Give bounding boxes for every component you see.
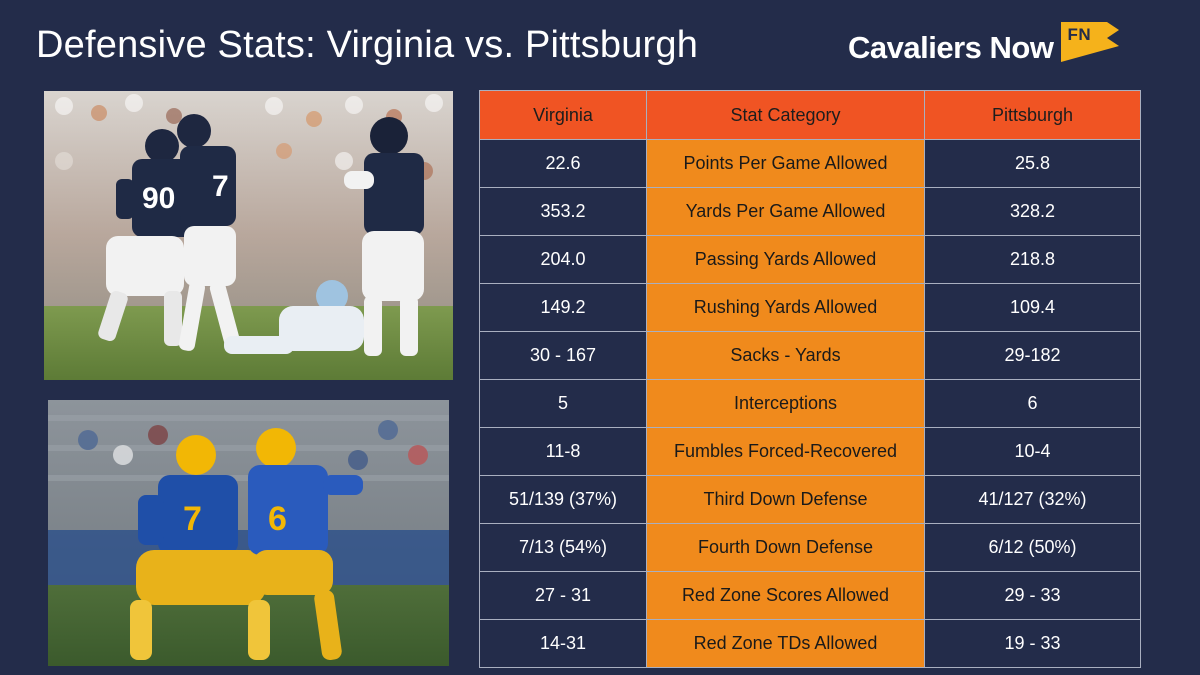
table-row: 353.2 Yards Per Game Allowed 328.2 [479,187,1141,236]
pittsburgh-value: 10-4 [924,427,1141,476]
pittsburgh-value: 29-182 [924,331,1141,380]
header-stat-category: Stat Category [646,90,925,140]
brand-name: Cavaliers Now [848,30,1054,65]
virginia-value: 353.2 [479,187,647,236]
virginia-value: 7/13 (54%) [479,523,647,572]
table-row: 149.2 Rushing Yards Allowed 109.4 [479,283,1141,332]
pittsburgh-value: 6 [924,379,1141,428]
pittsburgh-value: 19 - 33 [924,619,1141,668]
table-row: 22.6 Points Per Game Allowed 25.8 [479,139,1141,188]
virginia-value: 5 [479,379,647,428]
svg-text:7: 7 [212,170,229,203]
stat-category: Fourth Down Defense [646,523,925,572]
table-row: 11-8 Fumbles Forced-Recovered 10-4 [479,427,1141,476]
pittsburgh-value: 218.8 [924,235,1141,284]
pittsburgh-value: 109.4 [924,283,1141,332]
virginia-value: 11-8 [479,427,647,476]
virginia-value: 22.6 [479,139,647,188]
virginia-value: 27 - 31 [479,571,647,620]
table-row: 204.0 Passing Yards Allowed 218.8 [479,235,1141,284]
virginia-value: 14-31 [479,619,647,668]
page-title: Defensive Stats: Virginia vs. Pittsburgh [36,24,699,66]
virginia-value: 51/139 (37%) [479,475,647,524]
svg-text:6: 6 [268,500,287,538]
virginia-value: 30 - 167 [479,331,647,380]
stat-category: Yards Per Game Allowed [646,187,925,236]
stat-category: Third Down Defense [646,475,925,524]
pittsburgh-value: 6/12 (50%) [924,523,1141,572]
virginia-value: 149.2 [479,283,647,332]
table-row: 14-31 Red Zone TDs Allowed 19 - 33 [479,619,1141,668]
pittsburgh-value: 328.2 [924,187,1141,236]
svg-text:90: 90 [142,182,175,215]
stat-category: Fumbles Forced-Recovered [646,427,925,476]
brand-logo-icon: FN [1061,22,1121,62]
stat-category: Sacks - Yards [646,331,925,380]
table-row: 27 - 31 Red Zone Scores Allowed 29 - 33 [479,571,1141,620]
table-row: 7/13 (54%) Fourth Down Defense 6/12 (50%… [479,523,1141,572]
stat-category: Rushing Yards Allowed [646,283,925,332]
table-row: 30 - 167 Sacks - Yards 29-182 [479,331,1141,380]
pittsburgh-value: 41/127 (32%) [924,475,1141,524]
defensive-stats-table: Virginia Stat Category Pittsburgh 22.6 P… [479,90,1141,668]
stat-category: Interceptions [646,379,925,428]
pittsburgh-value: 29 - 33 [924,571,1141,620]
table-header-row: Virginia Stat Category Pittsburgh [479,90,1141,140]
brand: Cavaliers Now FN [848,22,1121,66]
stat-category: Passing Yards Allowed [646,235,925,284]
virginia-value: 204.0 [479,235,647,284]
table-row: 51/139 (37%) Third Down Defense 41/127 (… [479,475,1141,524]
stat-category: Red Zone TDs Allowed [646,619,925,668]
virginia-players-photo: 90 7 [44,91,453,380]
pittsburgh-value: 25.8 [924,139,1141,188]
header-virginia: Virginia [479,90,647,140]
svg-text:7: 7 [183,500,202,538]
header-pittsburgh: Pittsburgh [924,90,1141,140]
pittsburgh-players-photo: 7 6 [48,400,449,666]
table-row: 5 Interceptions 6 [479,379,1141,428]
stat-category: Red Zone Scores Allowed [646,571,925,620]
brand-logo-text: FN [1067,25,1092,44]
stat-category: Points Per Game Allowed [646,139,925,188]
